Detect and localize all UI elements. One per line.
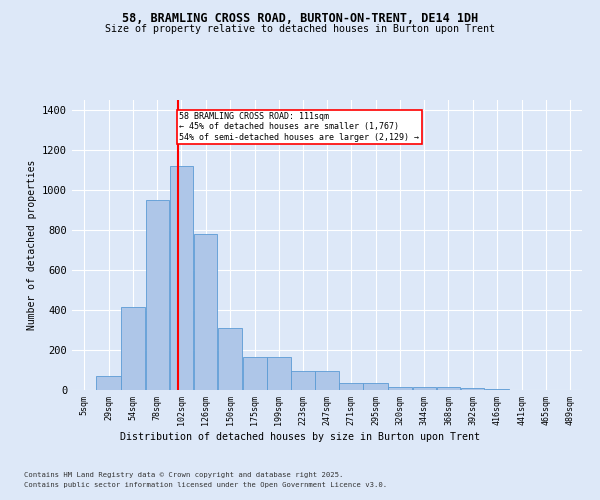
Text: Contains public sector information licensed under the Open Government Licence v3: Contains public sector information licen… — [24, 482, 387, 488]
Bar — [291, 371, 315, 390]
Bar — [364, 383, 388, 390]
Bar — [243, 357, 266, 390]
Bar — [339, 383, 363, 390]
Text: 58, BRAMLING CROSS ROAD, BURTON-ON-TRENT, DE14 1DH: 58, BRAMLING CROSS ROAD, BURTON-ON-TRENT… — [122, 12, 478, 26]
Bar — [388, 387, 412, 390]
Text: Contains HM Land Registry data © Crown copyright and database right 2025.: Contains HM Land Registry data © Crown c… — [24, 472, 343, 478]
Text: Size of property relative to detached houses in Burton upon Trent: Size of property relative to detached ho… — [105, 24, 495, 34]
Text: Distribution of detached houses by size in Burton upon Trent: Distribution of detached houses by size … — [120, 432, 480, 442]
Bar — [146, 200, 169, 390]
Bar — [267, 357, 290, 390]
Bar — [218, 328, 242, 390]
Bar — [97, 376, 121, 390]
Bar — [437, 387, 460, 390]
Text: 58 BRAMLING CROSS ROAD: 111sqm
← 45% of detached houses are smaller (1,767)
54% : 58 BRAMLING CROSS ROAD: 111sqm ← 45% of … — [179, 112, 419, 142]
Bar — [194, 234, 217, 390]
Y-axis label: Number of detached properties: Number of detached properties — [26, 160, 37, 330]
Bar — [461, 388, 484, 390]
Bar — [121, 307, 145, 390]
Bar — [413, 387, 436, 390]
Bar — [485, 389, 509, 390]
Bar — [315, 371, 339, 390]
Bar — [170, 166, 193, 390]
